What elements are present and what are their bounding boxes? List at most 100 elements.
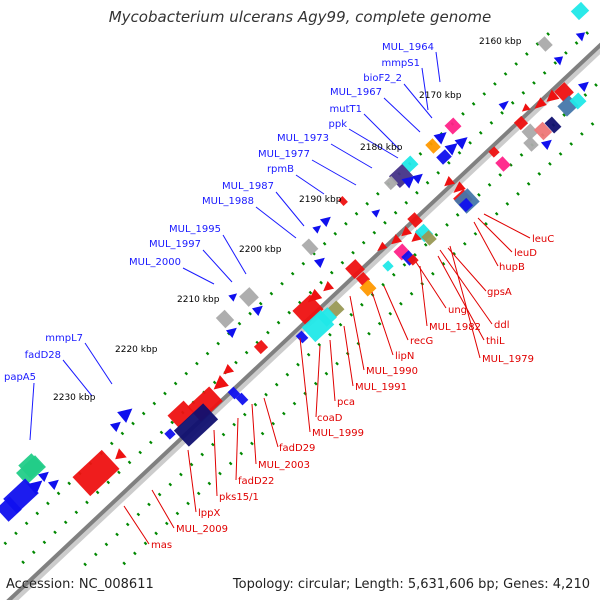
leader-line-reverse [473, 221, 499, 267]
gene-label-reverse[interactable]: coaD [317, 413, 343, 424]
gene-label-reverse[interactable]: fadD22 [238, 476, 274, 487]
gene-label-reverse[interactable]: leuD [514, 248, 537, 259]
gene-block [0, 496, 22, 522]
gene-block [253, 339, 269, 355]
gene-arrow-forward [37, 471, 49, 483]
tick-mark [21, 560, 25, 565]
gene-block [521, 123, 539, 141]
tick-mark [234, 360, 238, 365]
gene-label-reverse[interactable]: MUL_1982 [429, 322, 481, 333]
gene-label-reverse[interactable]: MUL_1991 [355, 382, 407, 393]
gene-label-forward[interactable]: mmpL7 [45, 333, 83, 344]
gene-label-reverse[interactable]: gpsA [487, 287, 512, 298]
tick-mark [457, 150, 462, 155]
gene-label-forward[interactable]: MUL_1995 [169, 224, 221, 235]
tick-mark [569, 142, 574, 146]
tick-mark [296, 362, 300, 367]
tick-mark [519, 153, 524, 157]
gene-label-reverse[interactable]: lppX [198, 508, 220, 519]
tick-mark [200, 452, 205, 457]
tick-mark [445, 222, 449, 227]
gene-label-forward[interactable]: rpmB [267, 164, 294, 175]
gene-label-reverse[interactable]: MUL_1999 [312, 428, 364, 439]
gene-arrow-reverse [534, 97, 547, 109]
tick-mark [436, 170, 441, 175]
tick-mark [418, 151, 423, 156]
kbp-tick-label: 2170 kbp [419, 91, 462, 101]
gene-label-reverse[interactable]: ung [448, 305, 467, 316]
leader-line-forward [182, 267, 215, 285]
gene-arrow-reverse [377, 241, 388, 252]
tick-mark [282, 411, 286, 416]
gene-label-reverse[interactable]: pca [337, 397, 355, 408]
tick-mark [285, 372, 290, 377]
gene-arrow-forward [433, 132, 447, 145]
tick-mark [131, 421, 135, 426]
kbp-tick-labels: 2160 kbp 2170 kbp 2180 kbp 2190 kbp 2200… [53, 37, 522, 403]
leader-line-forward [435, 51, 441, 83]
gene-label-reverse[interactable]: ddl [494, 320, 509, 331]
gene-label-reverse[interactable]: hupB [499, 262, 525, 273]
tick-mark [274, 382, 279, 387]
gene-label-reverse[interactable]: lipN [395, 351, 414, 362]
gene-label-reverse[interactable]: MUL_2009 [176, 524, 228, 535]
backbone-shadow [8, 44, 600, 600]
tick-mark [141, 411, 146, 416]
tick-mark [532, 81, 536, 85]
gene-label-forward[interactable]: MUL_1997 [149, 239, 201, 250]
gene-label-forward[interactable]: papA5 [4, 372, 36, 383]
gene-label-reverse[interactable]: recG [410, 336, 433, 347]
gene-block [235, 392, 249, 406]
gene-block [488, 146, 500, 158]
leader-line-reverse [343, 325, 354, 387]
tick-mark [489, 121, 494, 125]
gene-arrow-forward [575, 32, 586, 42]
gene-label-forward[interactable]: MUL_1967 [330, 87, 382, 98]
tick-mark [324, 371, 329, 376]
tick-mark [117, 470, 121, 475]
tick-mark [290, 271, 295, 276]
gene-label-reverse[interactable]: MUL_1979 [482, 354, 534, 365]
tick-mark [170, 420, 174, 425]
gene-label-reverse[interactable]: mas [151, 540, 172, 551]
gene-label-forward[interactable]: ppk [329, 119, 348, 130]
tick-mark [292, 401, 297, 406]
leader-line-reverse [349, 295, 365, 371]
gene-label-forward[interactable]: MUL_2000 [129, 257, 181, 268]
gene-label-forward[interactable]: MUL_1977 [258, 149, 310, 160]
tick-mark [258, 301, 263, 306]
gene-label-forward[interactable]: bioF2_2 [363, 73, 402, 84]
gene-label-reverse[interactable]: leuC [532, 234, 554, 245]
tick-mark [564, 51, 568, 55]
gene-label-reverse[interactable]: MUL_1990 [366, 366, 418, 377]
tick-mark [186, 501, 190, 506]
gene-label-reverse[interactable]: MUL_2003 [258, 460, 310, 471]
gene-label-reverse[interactable]: pks15/1 [219, 492, 259, 503]
gene-label-reverse[interactable]: fadD29 [279, 443, 315, 454]
tick-mark [159, 430, 164, 435]
leader-line-forward [222, 234, 247, 275]
gene-label-forward[interactable]: mutT1 [330, 104, 362, 115]
gene-label-forward[interactable]: MUL_1973 [277, 133, 329, 144]
gene-arrow-forward [371, 209, 381, 218]
tick-mark [594, 83, 598, 87]
tick-mark [487, 183, 492, 187]
tick-mark [308, 290, 313, 295]
gene-label-forward[interactable]: MUL_1964 [382, 42, 434, 53]
leader-line-forward [84, 342, 113, 385]
gene-block [72, 449, 120, 497]
tick-mark [237, 321, 242, 326]
tick-mark [399, 301, 403, 306]
map-title: Mycobacterium ulcerans Agy99, complete g… [108, 8, 492, 26]
gene-arrow-forward [251, 305, 263, 317]
gene-arrow-forward [109, 421, 121, 433]
leader-line-forward [29, 382, 35, 441]
gene-label-reverse[interactable]: thiL [486, 336, 505, 347]
gene-label-forward[interactable]: mmpS1 [381, 58, 420, 69]
gene-label-forward[interactable]: MUL_1988 [202, 196, 254, 207]
tick-mark [175, 511, 180, 516]
gene-label-forward[interactable]: MUL_1987 [222, 181, 274, 192]
gene-label-forward[interactable]: fadD28 [25, 350, 61, 361]
tick-mark [164, 521, 169, 526]
accession-text: Accession: NC_008611 [6, 577, 154, 592]
